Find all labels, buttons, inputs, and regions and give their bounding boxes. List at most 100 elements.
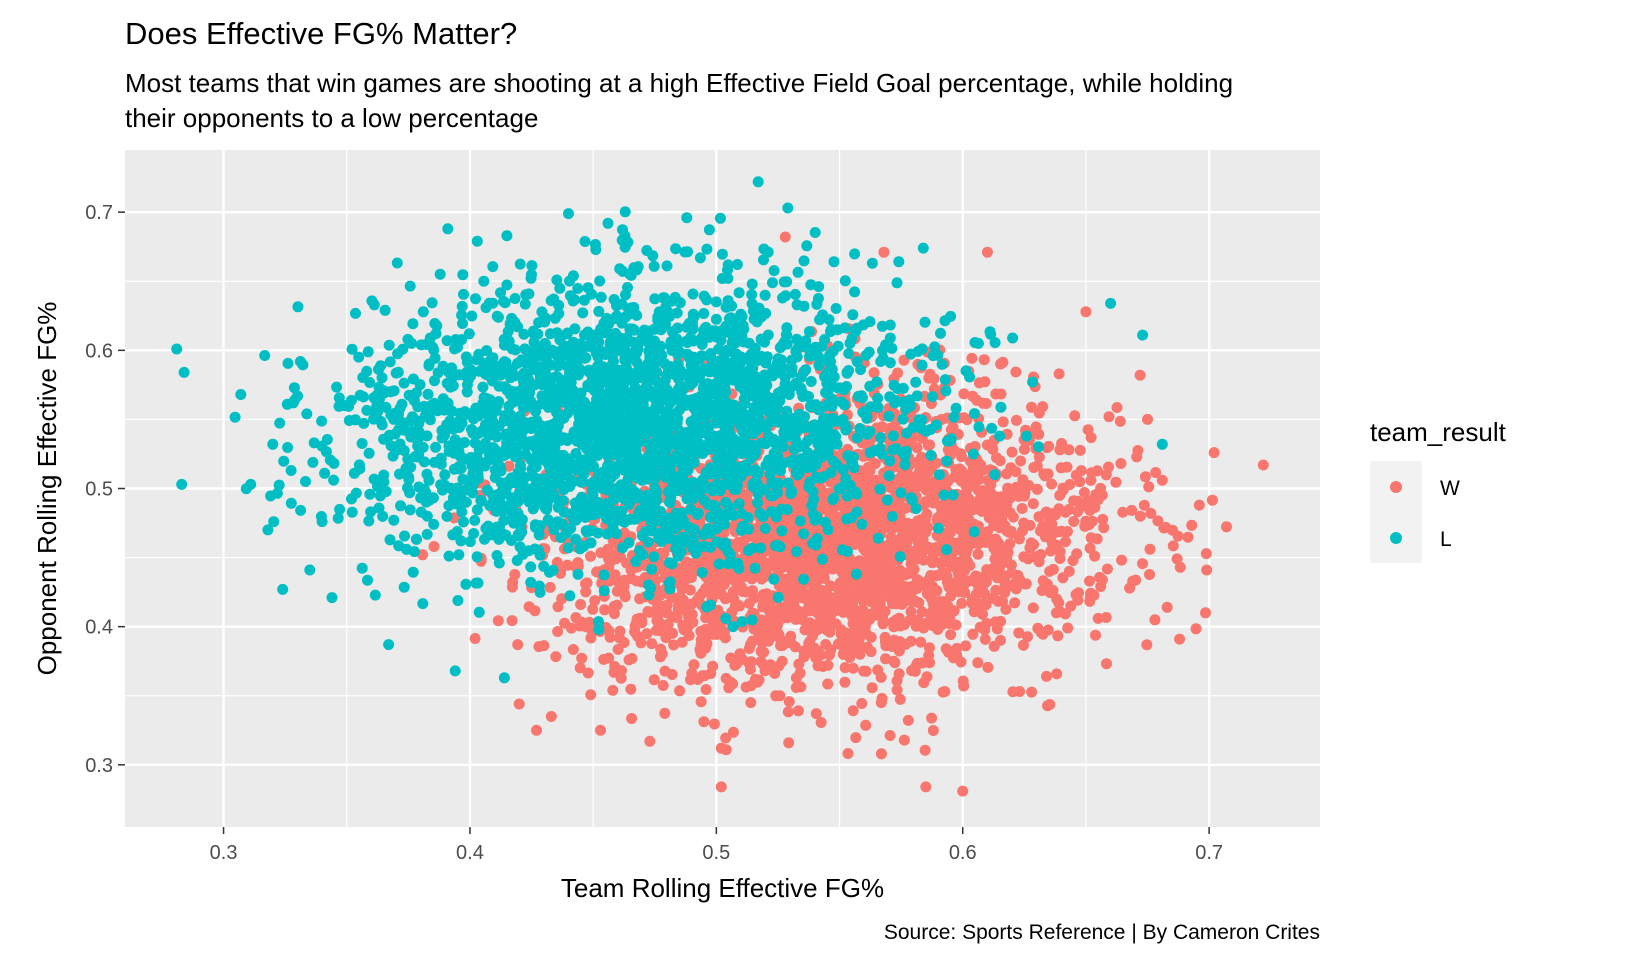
point-w (581, 577, 593, 589)
point-w (618, 637, 630, 648)
point-l (474, 365, 486, 377)
point-w (755, 656, 767, 668)
point-l (876, 320, 888, 332)
point-l (410, 533, 422, 545)
point-w (1171, 553, 1183, 565)
point-w (538, 640, 550, 652)
point-l (816, 340, 828, 352)
point-w (1060, 506, 1071, 518)
point-l (698, 529, 710, 541)
point-w (863, 556, 875, 568)
point-l (843, 348, 855, 359)
point-l (648, 473, 660, 485)
point-w (783, 737, 795, 749)
point-l (370, 408, 382, 420)
point-l (623, 482, 635, 494)
point-l (324, 454, 336, 466)
point-l (519, 298, 531, 310)
point-w (513, 698, 525, 710)
point-l (477, 381, 489, 393)
chart-title: Does Effective FG% Matter? (125, 16, 517, 51)
point-l (456, 309, 468, 321)
point-w (899, 569, 911, 581)
point-l (592, 527, 604, 539)
point-l (589, 508, 601, 520)
point-w (583, 616, 595, 628)
point-w (969, 467, 981, 479)
point-l (733, 498, 745, 510)
point-w (740, 681, 752, 693)
point-l (872, 392, 884, 404)
point-w (1003, 483, 1015, 495)
point-w (925, 570, 937, 581)
point-w (1084, 575, 1095, 587)
point-w (957, 546, 969, 558)
point-l (373, 502, 385, 514)
point-w (942, 475, 954, 487)
point-w (700, 684, 712, 695)
point-l (672, 520, 684, 532)
point-w (779, 638, 791, 650)
point-l (864, 447, 876, 459)
point-w (1026, 686, 1038, 698)
point-w (1141, 639, 1153, 651)
point-l (491, 310, 503, 322)
point-l (581, 526, 593, 538)
point-l (406, 337, 417, 349)
point-l (779, 378, 791, 390)
point-w (723, 682, 735, 694)
point-w (700, 642, 711, 654)
point-l (696, 567, 708, 578)
point-l (759, 523, 771, 534)
point-l (470, 293, 481, 305)
point-l (392, 348, 404, 360)
point-l (430, 441, 442, 453)
point-l (604, 514, 616, 526)
point-w (1156, 474, 1168, 486)
point-l (587, 460, 599, 471)
point-l (471, 551, 483, 563)
point-l (666, 558, 678, 570)
point-l (422, 388, 434, 400)
point-l (939, 315, 951, 327)
point-w (966, 597, 978, 609)
point-w (1145, 507, 1157, 519)
point-l (841, 490, 853, 502)
point-w (707, 660, 719, 672)
point-w (954, 501, 966, 513)
point-l (429, 318, 441, 329)
point-w (798, 651, 810, 663)
point-l (525, 561, 537, 573)
point-l (362, 574, 373, 586)
point-w (953, 573, 965, 585)
point-l (743, 523, 755, 535)
point-w (580, 586, 592, 598)
point-w (503, 460, 515, 472)
point-l (747, 477, 759, 489)
point-l (594, 275, 606, 287)
point-w (1182, 531, 1194, 543)
point-w (674, 685, 686, 697)
point-w (997, 416, 1009, 428)
point-l (426, 297, 438, 309)
point-w (977, 581, 989, 593)
point-w (773, 660, 785, 672)
point-w (1068, 516, 1080, 527)
point-w (950, 619, 962, 631)
point-l (663, 577, 675, 589)
point-w (894, 693, 906, 705)
point-w (1018, 443, 1030, 455)
point-w (1160, 521, 1172, 533)
point-l (495, 287, 506, 299)
point-w (897, 477, 908, 489)
point-w (979, 633, 991, 645)
point-l (598, 585, 610, 597)
point-l (432, 367, 444, 379)
point-l (972, 337, 984, 349)
point-l (646, 517, 658, 529)
point-w (886, 641, 898, 652)
point-l (399, 530, 410, 542)
point-l (572, 568, 584, 580)
point-l (554, 350, 566, 362)
point-w (1172, 530, 1184, 542)
